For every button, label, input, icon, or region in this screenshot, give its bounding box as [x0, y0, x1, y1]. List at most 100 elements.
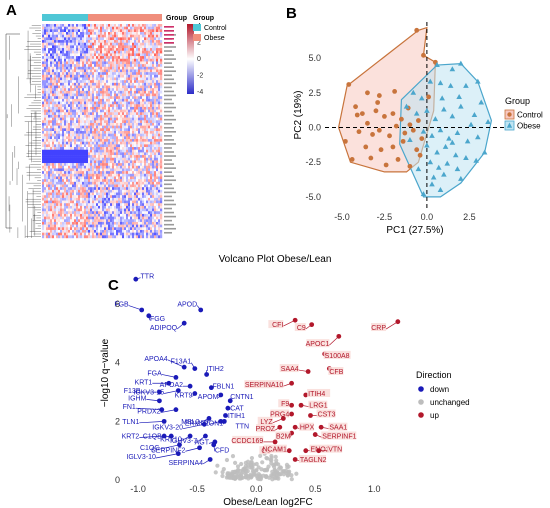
- heatmap-cell: [84, 101, 87, 105]
- heatmap-cell: [44, 171, 47, 174]
- heatmap-cell: [56, 29, 59, 33]
- heatmap-cell: [80, 197, 83, 201]
- pca-point-obese: [434, 62, 440, 68]
- heatmap-cell: [42, 69, 45, 73]
- heatmap-cell: [58, 152, 61, 156]
- heatmap-cell: [122, 58, 125, 62]
- heatmap-cell: [100, 48, 103, 51]
- heatmap-cell: [160, 192, 163, 196]
- heatmap-cell: [92, 149, 95, 153]
- heatmap-cell: [68, 200, 71, 204]
- heatmap-cell: [44, 131, 47, 134]
- heatmap-cell: [90, 189, 93, 193]
- heatmap-cell: [130, 168, 133, 172]
- heatmap-cell: [56, 227, 59, 231]
- heatmap-cell: [132, 160, 135, 164]
- heatmap-cell: [64, 61, 67, 65]
- heatmap-cell: [42, 181, 45, 185]
- heatmap-cell: [112, 168, 115, 172]
- heatmap-cell: [92, 203, 95, 207]
- heatmap-cell: [104, 69, 107, 73]
- pca-xtick: -2.5: [377, 212, 393, 222]
- heatmap-cell: [54, 117, 57, 121]
- heatmap-cell: [144, 213, 147, 217]
- heatmap-cell: [134, 184, 137, 188]
- heatmap-cell: [78, 90, 81, 94]
- heatmap-cell: [138, 227, 141, 231]
- heatmap-cell: [62, 88, 65, 92]
- heatmap-cell: [74, 197, 77, 201]
- heatmap-cell: [70, 147, 73, 150]
- heatmap-cell: [142, 88, 145, 92]
- heatmap-cell: [150, 179, 153, 183]
- heatmap-cell: [44, 200, 47, 204]
- heatmap-cell: [112, 187, 115, 191]
- heatmap-cell: [128, 90, 131, 94]
- heatmap-cell: [136, 85, 139, 89]
- heatmap-cell: [52, 120, 55, 124]
- pca-point-control: [407, 122, 413, 128]
- heatmap-cell: [56, 195, 59, 199]
- heatmap-cell: [160, 152, 163, 156]
- heatmap-cell: [138, 133, 141, 137]
- heatmap-cell: [66, 90, 69, 94]
- heatmap-cell: [54, 229, 57, 233]
- heatmap-cell: [142, 45, 145, 49]
- heatmap-cell: [68, 216, 71, 220]
- heatmap-cell: [114, 203, 117, 207]
- heatmap-cell: [140, 37, 143, 41]
- heatmap-cell: [140, 56, 143, 59]
- heatmap-cell: [42, 112, 45, 116]
- heatmap-cell: [140, 229, 143, 233]
- heatmap-cell: [142, 74, 145, 78]
- heatmap-cell: [50, 147, 53, 150]
- heatmap-cell: [132, 40, 135, 43]
- heatmap-cell: [156, 26, 159, 30]
- heatmap-cell: [156, 85, 159, 89]
- heatmap-cell: [54, 128, 57, 132]
- heatmap-cell: [66, 213, 69, 217]
- heatmap-cell: [120, 229, 123, 233]
- heatmap-cell: [136, 189, 139, 193]
- heatmap-cell: [62, 85, 65, 89]
- heatmap-cell: [46, 61, 49, 65]
- heatmap-cell: [92, 106, 95, 110]
- heatmap-cell: [70, 58, 73, 62]
- heatmap-cell: [88, 85, 91, 89]
- heatmap-cell: [128, 131, 131, 134]
- heatmap-cell: [58, 195, 61, 199]
- heatmap-cell: [148, 77, 151, 81]
- heatmap-cell: [132, 37, 135, 41]
- heatmap-cell: [114, 163, 117, 166]
- heatmap-cell: [136, 184, 139, 188]
- heatmap-cell: [112, 109, 115, 113]
- heatmap-cell: [78, 58, 81, 62]
- heatmap-cell: [64, 157, 67, 161]
- heatmap-cell: [112, 114, 115, 118]
- heatmap-cell: [54, 122, 57, 126]
- heatmap-cell: [118, 147, 121, 150]
- heatmap-cell: [44, 235, 47, 239]
- heatmap-cell: [152, 66, 155, 70]
- heatmap-cell: [108, 96, 111, 100]
- heatmap-cell: [146, 74, 149, 78]
- heatmap-cell: [66, 93, 69, 97]
- heatmap-cell: [64, 77, 67, 81]
- heatmap-cell: [66, 82, 69, 86]
- heatmap-cell: [46, 58, 49, 62]
- pca-point-obese: [437, 186, 444, 192]
- heatmap-cell: [120, 176, 123, 180]
- heatmap-cell: [156, 40, 159, 43]
- heatmap-cell: [78, 61, 81, 65]
- heatmap-cell: [46, 26, 49, 30]
- heatmap-cell: [48, 88, 51, 92]
- heatmap-cell: [76, 224, 79, 228]
- heatmap-cell: [82, 125, 85, 129]
- heatmap-cell: [122, 232, 125, 236]
- heatmap-cell: [126, 179, 129, 183]
- heatmap-cell: [52, 136, 55, 140]
- heatmap-cell: [64, 160, 67, 164]
- heatmap-cell: [44, 56, 47, 59]
- heatmap-cell: [122, 139, 125, 142]
- heatmap-cell: [140, 176, 143, 180]
